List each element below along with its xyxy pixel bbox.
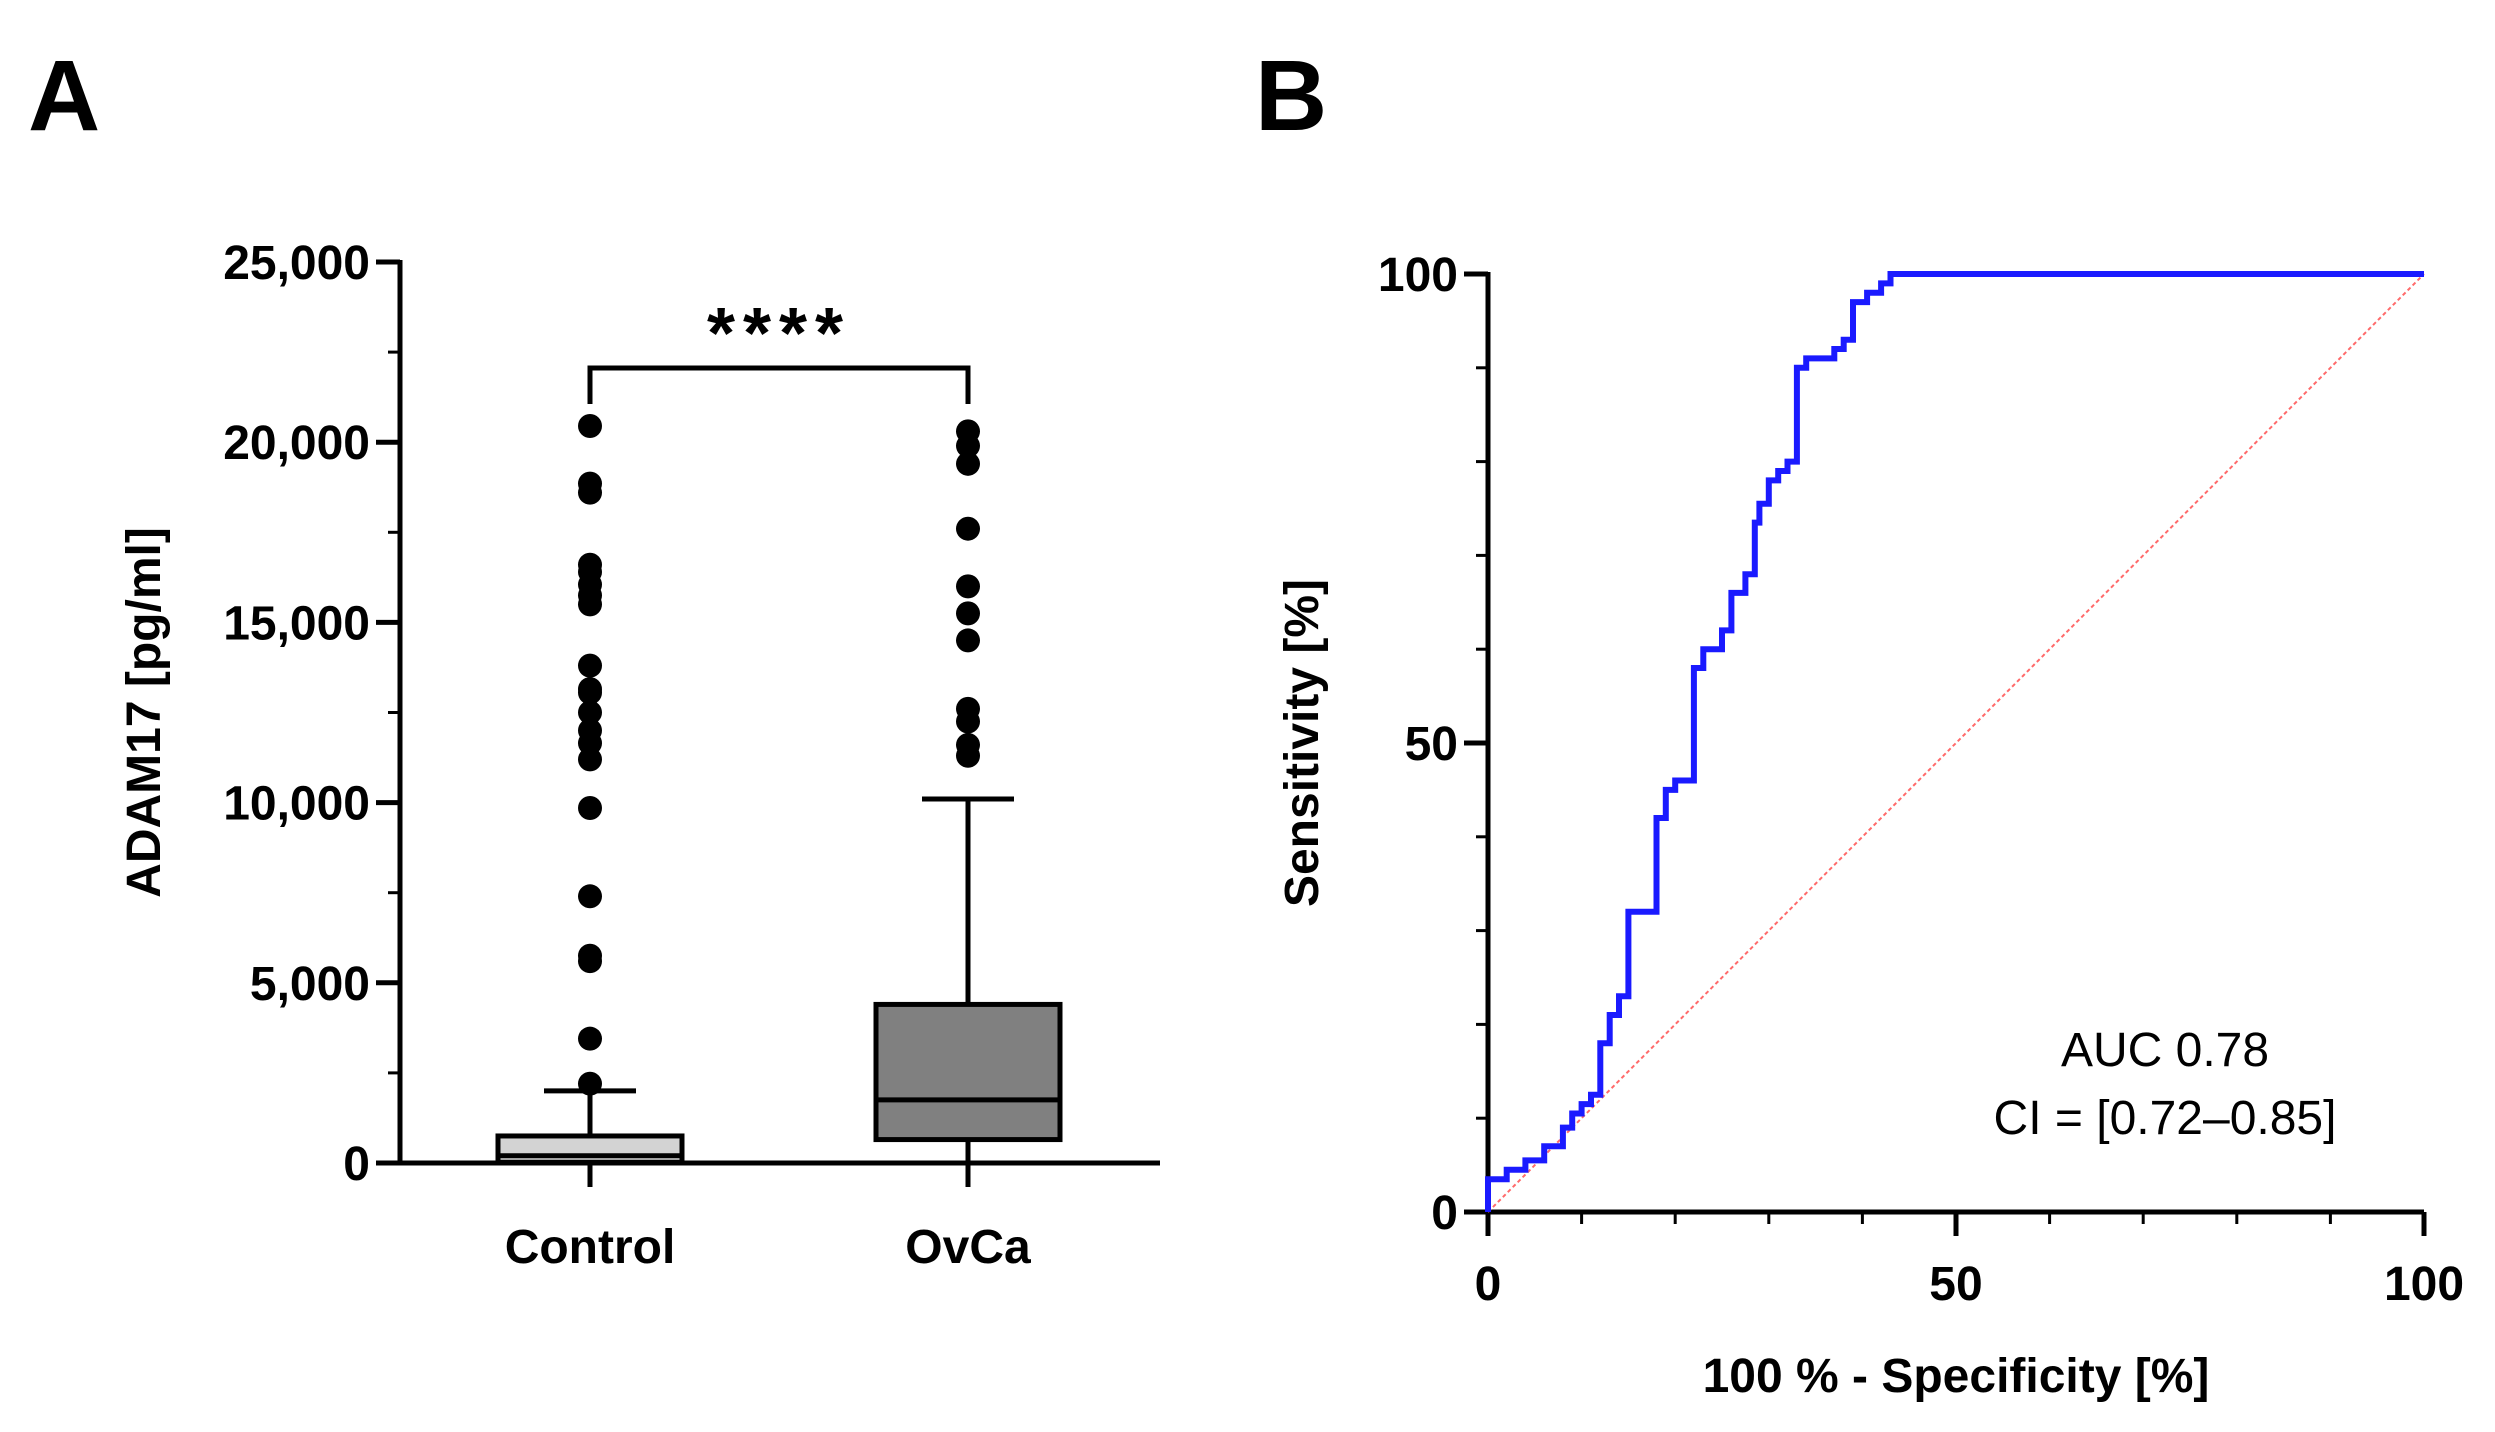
- outlier-point: [578, 471, 602, 496]
- x-tick-label: 0: [1475, 1258, 1502, 1311]
- roc-curve-line: [1485, 271, 2424, 1212]
- outlier-point: [578, 653, 602, 678]
- outlier-point: [956, 574, 980, 599]
- y-tick-label: 10,000: [223, 778, 370, 831]
- outlier-point: [956, 696, 980, 721]
- outlier-point: [578, 718, 602, 743]
- box-control: [495, 1133, 685, 1165]
- y-tick-label: 0: [343, 1138, 370, 1191]
- box-plot-chart: 0 5,000 10,000 15,000 20,000 25,000 ADAM17 [pg…: [118, 237, 1160, 1274]
- y-axis-title: Sensitivity [%]: [1276, 579, 1329, 907]
- outlier-point: [578, 884, 602, 909]
- y-axis-title: ADAM17 [pg/ml]: [118, 527, 171, 898]
- x-tick-label: Control: [505, 1221, 676, 1274]
- significance-bracket: [587, 365, 971, 404]
- y-tick-label: 100: [1378, 249, 1458, 302]
- outlier-point: [956, 732, 980, 757]
- y-tick-label: 15,000: [223, 597, 370, 650]
- outlier-point: [578, 677, 602, 702]
- y-tick-label: 25,000: [223, 237, 370, 290]
- outlier-point: [578, 552, 602, 577]
- x-tick-label: 50: [1929, 1258, 1982, 1311]
- x-axis-title: 100 % - Specificity [%]: [1703, 1350, 2210, 1403]
- outlier-point: [956, 628, 980, 653]
- outlier-point: [578, 1071, 602, 1096]
- outlier-point: [956, 451, 980, 476]
- outlier-point: [578, 700, 602, 725]
- significance-label: ****: [707, 294, 851, 374]
- y-tick-label: 0: [1431, 1187, 1458, 1240]
- outlier-point: [578, 796, 602, 821]
- outlier-point: [956, 516, 980, 541]
- y-tick-label: 50: [1405, 718, 1458, 771]
- auc-label: AUC 0.78: [2061, 1024, 2269, 1077]
- reference-diagonal-line: [1487, 273, 2425, 1213]
- roc-curve-chart: 0 50 100 0 50 100 100 % - Specificity [%] Sensi…: [1276, 249, 2464, 1403]
- outlier-point: [956, 419, 980, 444]
- ci-label: CI = [0.72–0.85]: [1994, 1092, 2337, 1145]
- x-tick-label: 100: [2384, 1258, 2464, 1311]
- outlier-point: [578, 1026, 602, 1051]
- y-tick-label: 5,000: [250, 958, 370, 1011]
- y-tick-label: 20,000: [223, 417, 370, 470]
- panel-b-letter: B: [1255, 40, 1327, 152]
- outlier-point: [578, 413, 602, 438]
- x-tick-label: OvCa: [905, 1221, 1031, 1274]
- panel-a-letter: A: [28, 40, 100, 152]
- outlier-point: [578, 943, 602, 968]
- box-ovca: [873, 1001, 1063, 1143]
- outlier-point: [956, 601, 980, 626]
